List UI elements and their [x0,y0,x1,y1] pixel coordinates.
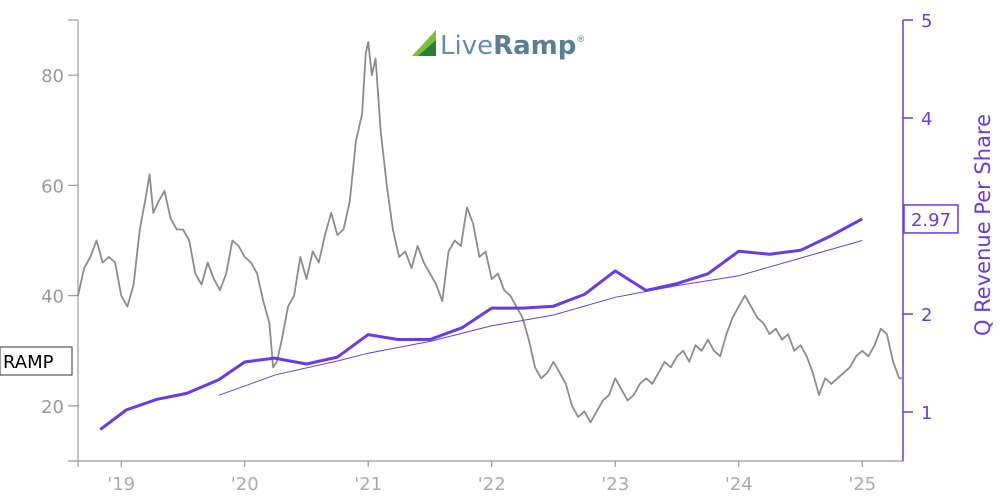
last-value-label: 2.97 [911,210,951,231]
revenue-trend-line [218,240,863,396]
left-axis-tick-label: 60 [41,176,64,197]
x-axis-tick-label: '25 [848,474,876,495]
right-axis-title: Q Revenue Per Share [971,114,995,336]
left-axis-tick-label: 40 [41,287,64,308]
logo-text-live: Live [440,31,493,61]
logo-text-ramp: Ramp [493,31,576,61]
logo-mark-front-icon [418,40,436,56]
left-axis-tick-label: 80 [41,66,64,87]
liveramp-logo: LiveRamp® [412,30,585,61]
x-axis-tick-label: '21 [354,474,382,495]
right-axis-tick-label: 4 [921,109,932,130]
logo-registered-mark: ® [576,35,585,45]
ticker-label: RAMP [3,352,54,373]
x-axis-tick-label: '23 [601,474,629,495]
right-axis-tick-label: 2 [921,305,932,326]
left-axis-tick-label: 20 [41,397,64,418]
svg-text:LiveRamp®: LiveRamp® [440,31,585,61]
revenue-line [99,217,863,431]
x-axis-tick-label: '20 [231,474,259,495]
right-axis-tick-label: 1 [921,403,932,424]
x-axis-tick-label: '22 [478,474,506,495]
x-axis-tick-label: '19 [107,474,135,495]
ticker-box [0,346,73,376]
price-line [77,41,903,424]
last-value-box [903,204,959,234]
x-axis-tick-label: '24 [725,474,753,495]
right-axis-tick-label: 5 [921,11,932,32]
